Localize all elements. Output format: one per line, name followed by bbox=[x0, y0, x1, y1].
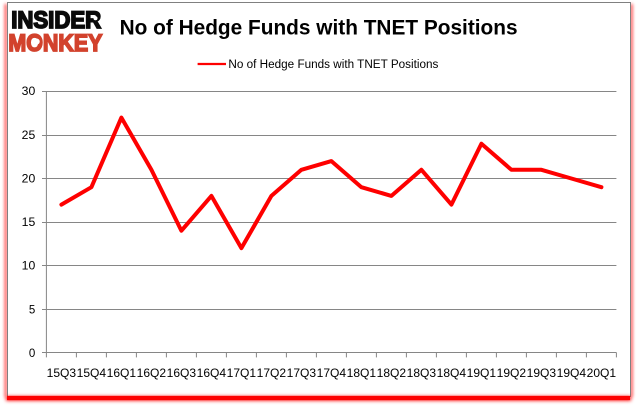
svg-text:20Q1: 20Q1 bbox=[587, 366, 617, 380]
svg-text:INSIDER: INSIDER bbox=[11, 7, 101, 34]
svg-text:No of Hedge Funds with TNET Po: No of Hedge Funds with TNET Positions bbox=[120, 15, 518, 40]
svg-text:16Q3: 16Q3 bbox=[167, 366, 197, 380]
svg-text:15Q3: 15Q3 bbox=[47, 366, 77, 380]
svg-text:19Q3: 19Q3 bbox=[527, 366, 557, 380]
svg-text:25: 25 bbox=[22, 130, 36, 142]
svg-text:18Q4: 18Q4 bbox=[437, 366, 467, 380]
svg-text:16Q4: 16Q4 bbox=[197, 366, 227, 380]
svg-text:20: 20 bbox=[22, 173, 36, 185]
svg-text:15: 15 bbox=[22, 217, 36, 229]
svg-text:17Q1: 17Q1 bbox=[227, 366, 257, 380]
svg-text:18Q1: 18Q1 bbox=[347, 366, 377, 380]
svg-text:16Q1: 16Q1 bbox=[107, 366, 137, 380]
svg-text:18Q2: 18Q2 bbox=[377, 366, 407, 380]
svg-text:10: 10 bbox=[22, 261, 36, 273]
svg-text:30: 30 bbox=[22, 86, 36, 98]
svg-text:18Q3: 18Q3 bbox=[407, 366, 437, 380]
svg-text:5: 5 bbox=[29, 304, 35, 316]
svg-text:19Q2: 19Q2 bbox=[497, 366, 527, 380]
svg-text:19Q4: 19Q4 bbox=[557, 366, 587, 380]
svg-text:17Q2: 17Q2 bbox=[257, 366, 287, 380]
svg-text:0: 0 bbox=[29, 348, 35, 360]
svg-text:16Q2: 16Q2 bbox=[137, 366, 167, 380]
svg-text:MONKEY: MONKEY bbox=[8, 30, 102, 57]
svg-text:17Q3: 17Q3 bbox=[287, 366, 317, 380]
svg-text:No of Hedge Funds with TNET Po: No of Hedge Funds with TNET Positions bbox=[228, 57, 438, 71]
svg-text:19Q1: 19Q1 bbox=[467, 366, 497, 380]
svg-text:17Q4: 17Q4 bbox=[317, 366, 347, 380]
svg-text:15Q4: 15Q4 bbox=[77, 366, 107, 380]
